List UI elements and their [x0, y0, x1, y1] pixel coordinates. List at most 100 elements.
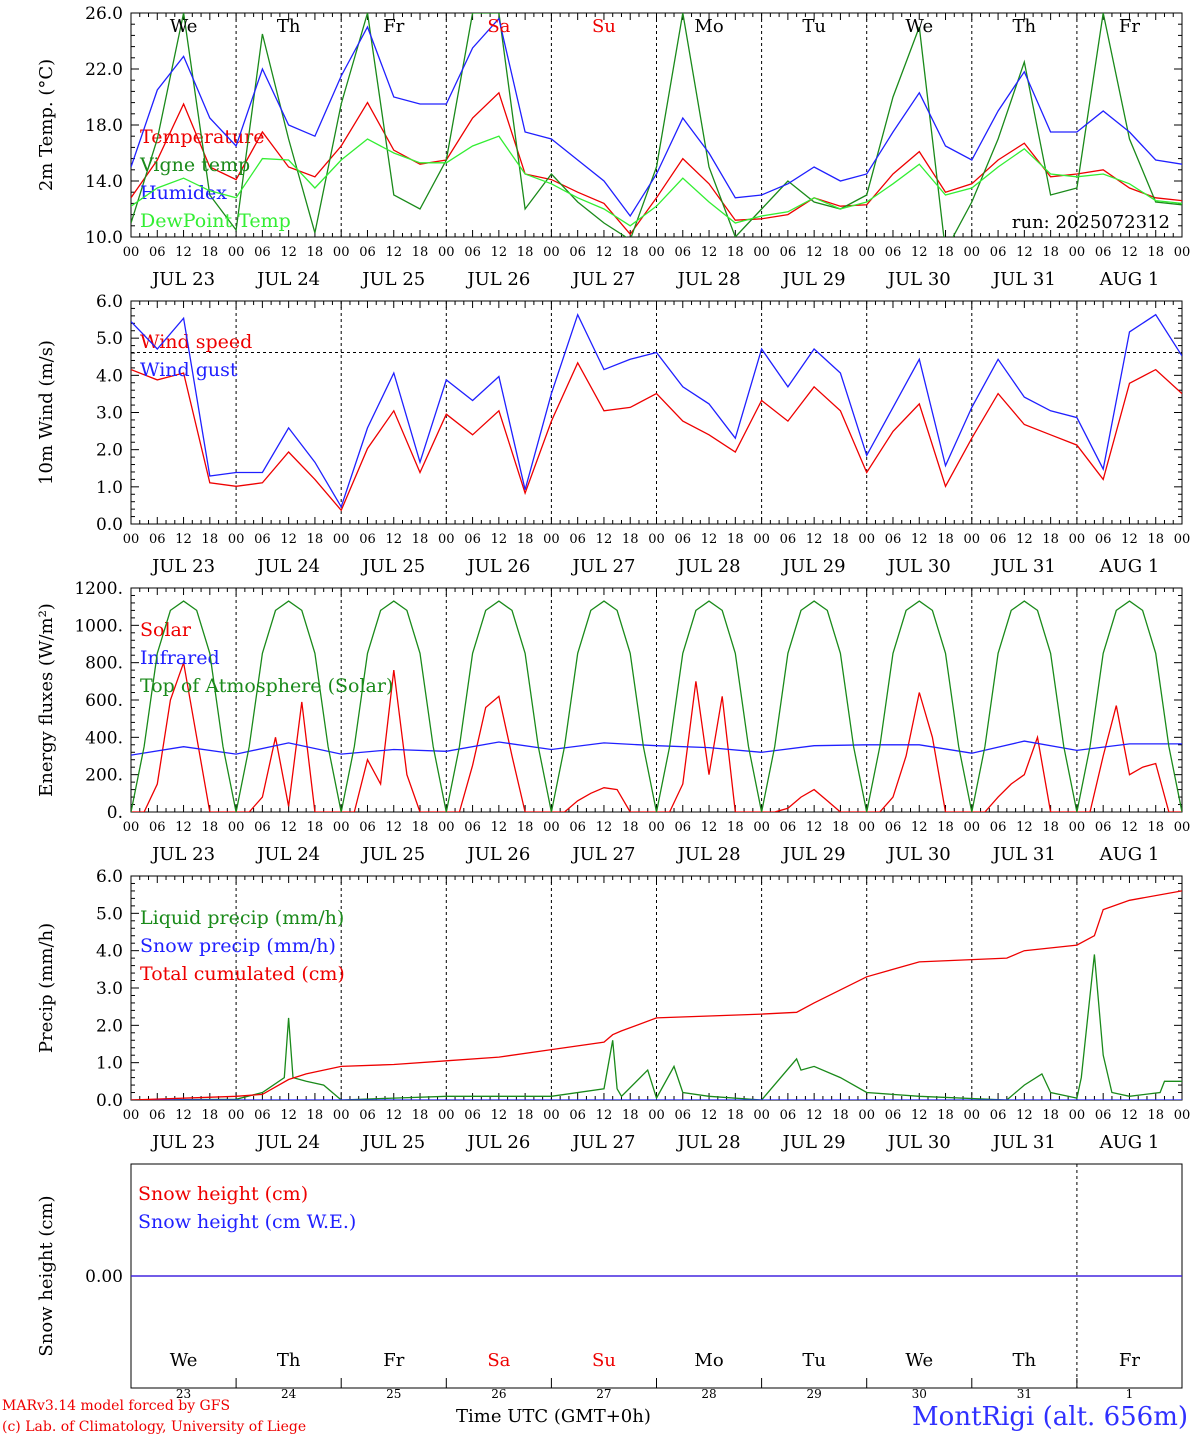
y-axis-title: Snow height (cm) — [36, 1195, 57, 1356]
hour-tick-label: 06 — [780, 820, 797, 835]
hour-tick-label: 18 — [517, 532, 534, 547]
hour-tick-label: 00 — [228, 820, 245, 835]
hour-tick-label: 12 — [491, 820, 508, 835]
hour-tick-label: 18 — [1147, 245, 1164, 260]
day-number: 28 — [701, 1387, 716, 1401]
hour-tick-label: 00 — [1069, 820, 1086, 835]
series-line — [131, 91, 1182, 236]
legend-label: Wind gust — [140, 359, 238, 381]
plot-frame — [130, 300, 1183, 525]
hour-tick-label: 00 — [333, 245, 350, 260]
hour-tick-label: 00 — [858, 532, 875, 547]
weekday-label: Tu — [802, 1350, 826, 1371]
hour-tick-label: 06 — [149, 532, 166, 547]
weekday-label: Mo — [694, 1350, 723, 1371]
hour-tick-label: 06 — [359, 532, 376, 547]
time-axis-label: Time UTC (GMT+0h) — [456, 1406, 651, 1427]
legend-label: Top of Atmosphere (Solar) — [140, 675, 393, 697]
date-label: JUL 31 — [991, 269, 1056, 290]
date-label: JUL 25 — [360, 1132, 425, 1153]
hour-tick-label: 00 — [543, 820, 560, 835]
hour-tick-label: 18 — [727, 1108, 744, 1123]
y-tick-label: 0.00 — [85, 1267, 123, 1287]
date-label: JUL 31 — [991, 844, 1056, 865]
date-label: JUL 24 — [255, 1132, 320, 1153]
hour-tick-label: 06 — [149, 1108, 166, 1123]
hour-tick-label: 18 — [307, 245, 324, 260]
day-number: 24 — [281, 1387, 297, 1401]
hour-tick-label: 18 — [832, 820, 849, 835]
date-label: JUL 25 — [360, 556, 425, 577]
date-label: JUL 28 — [676, 556, 741, 577]
series-line — [131, 361, 1182, 512]
model-credit: MARv3.14 model forced by GFS — [2, 1398, 231, 1414]
y-tick-label: 6.0 — [96, 292, 123, 312]
hour-tick-label: 06 — [885, 1108, 902, 1123]
hour-tick-label: 00 — [438, 245, 455, 260]
hour-tick-label: 18 — [307, 1108, 324, 1123]
hour-tick-label: 18 — [412, 245, 429, 260]
hour-tick-label: 12 — [911, 245, 928, 260]
hour-tick-label: 06 — [464, 532, 481, 547]
hour-tick-label: 00 — [964, 1108, 981, 1123]
hour-tick-label: 06 — [990, 245, 1007, 260]
series-line — [131, 890, 1182, 1100]
hour-tick-label: 00 — [123, 820, 140, 835]
day-number: 31 — [1017, 1387, 1032, 1401]
panel-4: 00 06 12 18 JUL 23 00 06 12 18 JUL 24 00 06 12 18 JUL … — [36, 867, 1190, 1153]
hour-tick-label: 18 — [1042, 532, 1059, 547]
hour-tick-label: 06 — [254, 532, 271, 547]
hour-tick-label: 18 — [1147, 1108, 1164, 1123]
hour-tick-label: 12 — [1016, 532, 1033, 547]
hour-tick-label: 00 — [1174, 1108, 1191, 1123]
hour-tick-label: 06 — [254, 245, 271, 260]
hour-tick-label: 06 — [990, 1108, 1007, 1123]
hour-tick-label: 06 — [780, 245, 797, 260]
date-label: JUL 28 — [676, 844, 741, 865]
y-tick-label: 5.0 — [96, 329, 123, 349]
y-tick-label: 22.0 — [85, 60, 123, 80]
date-label: JUL 31 — [991, 556, 1056, 577]
date-label: JUL 30 — [886, 844, 951, 865]
weekday-label: Th — [277, 1350, 301, 1371]
y-tick-label: 0.0 — [96, 515, 123, 535]
weekday-label: Th — [277, 16, 301, 37]
hour-tick-label: 00 — [1174, 532, 1191, 547]
hour-tick-label: 12 — [1121, 820, 1138, 835]
hour-tick-label: 00 — [123, 1108, 140, 1123]
date-label: JUL 24 — [255, 269, 320, 290]
hour-tick-label: 12 — [1016, 820, 1033, 835]
date-label: JUL 29 — [781, 1132, 846, 1153]
y-axis-title: 2m Temp. (°C) — [36, 59, 57, 191]
hour-tick-label: 12 — [911, 1108, 928, 1123]
weekday-label: We — [170, 16, 198, 37]
hour-tick-label: 12 — [596, 1108, 613, 1123]
panel-1: 00 06 12 18 JUL 23 00 06 12 18 JUL 24 00 06 12 18 JUL … — [36, 4, 1190, 290]
date-label: JUL 26 — [465, 269, 530, 290]
date-label: JUL 23 — [150, 269, 215, 290]
hour-tick-label: 12 — [911, 532, 928, 547]
hour-tick-label: 00 — [1069, 245, 1086, 260]
hour-tick-label: 12 — [1121, 532, 1138, 547]
hour-tick-label: 00 — [858, 820, 875, 835]
hour-tick-label: 12 — [491, 245, 508, 260]
hour-tick-label: 12 — [806, 245, 823, 260]
hour-tick-label: 18 — [412, 820, 429, 835]
hour-tick-label: 00 — [333, 532, 350, 547]
hour-tick-label: 00 — [753, 820, 770, 835]
hour-tick-label: 18 — [937, 532, 954, 547]
series-line — [131, 17, 1182, 218]
y-tick-label: 1200. — [74, 579, 123, 599]
day-number: 29 — [807, 1387, 822, 1401]
y-tick-label: 3.0 — [96, 979, 123, 999]
day-number: 23 — [176, 1387, 191, 1401]
y-tick-label: 18.0 — [85, 116, 123, 136]
legend-label: Snow height (cm W.E.) — [138, 1211, 356, 1233]
weekday-label: Sa — [487, 1350, 510, 1371]
day-number: 26 — [491, 1387, 506, 1401]
y-tick-label: 2.0 — [96, 441, 123, 461]
hour-tick-label: 12 — [280, 245, 297, 260]
date-label: AUG 1 — [1099, 269, 1160, 290]
y-tick-label: 3.0 — [96, 404, 123, 424]
y-axis-title: Precip (mm/h) — [36, 923, 57, 1053]
